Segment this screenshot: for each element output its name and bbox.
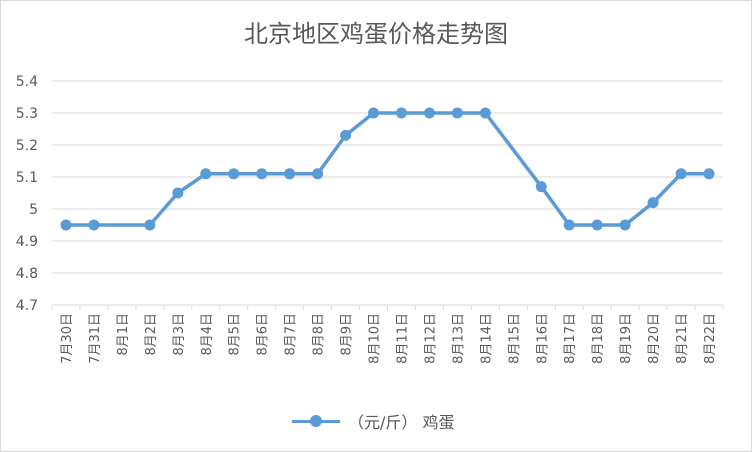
data-point bbox=[535, 181, 547, 193]
x-tick-label: 8月13日 bbox=[451, 313, 466, 364]
x-tick-label: 8月8日 bbox=[312, 313, 327, 356]
legend-dot-marker bbox=[310, 415, 322, 427]
data-point bbox=[228, 168, 240, 180]
data-point bbox=[200, 168, 212, 180]
data-point bbox=[60, 219, 72, 231]
data-point bbox=[647, 197, 659, 209]
x-tick-labels: 7月30日 7月31日 8月1日 8月2日 8月3日 8月4日 8月5日 8月6日 8月7日 8月… bbox=[60, 313, 718, 364]
x-tick-label: 8月12日 bbox=[423, 313, 438, 364]
data-point bbox=[703, 168, 715, 180]
y-tick-label: 4.8 bbox=[16, 266, 38, 282]
legend: （元/斤） 鸡蛋 bbox=[290, 410, 454, 432]
y-tick-label: 5.3 bbox=[16, 106, 38, 122]
x-tick-label: 8月10日 bbox=[368, 313, 383, 364]
x-tick-label: 8月14日 bbox=[479, 313, 494, 364]
y-tick-label: 5.4 bbox=[16, 74, 38, 90]
y-tick-labels: 4.7 4.8 4.9 5 5.1 5.2 5.3 5.4 bbox=[16, 74, 38, 314]
data-point bbox=[619, 219, 631, 231]
data-point bbox=[591, 219, 603, 231]
x-tick-label: 7月31日 bbox=[88, 313, 103, 364]
data-point bbox=[563, 219, 575, 231]
x-tick-label: 7月30日 bbox=[60, 313, 75, 364]
x-tick-label: 8月4日 bbox=[200, 313, 215, 356]
y-tick-label: 5.1 bbox=[16, 170, 38, 186]
data-point bbox=[479, 107, 491, 119]
x-tick-label: 8月5日 bbox=[228, 313, 243, 356]
data-point bbox=[284, 168, 296, 180]
data-point bbox=[423, 107, 435, 119]
series-line bbox=[65, 111, 710, 227]
x-tick-label: 8月22日 bbox=[703, 313, 718, 364]
data-point bbox=[88, 219, 100, 231]
data-point bbox=[451, 107, 463, 119]
x-tick-label: 8月3日 bbox=[172, 313, 187, 356]
x-tick-label: 8月2日 bbox=[144, 313, 159, 356]
axes bbox=[51, 304, 724, 310]
legend-swatch bbox=[290, 410, 342, 432]
data-point bbox=[340, 129, 352, 141]
x-tick-label: 8月20日 bbox=[647, 313, 662, 364]
data-point bbox=[256, 168, 268, 180]
x-tick-label: 8月21日 bbox=[675, 313, 690, 364]
series-layer bbox=[60, 107, 715, 231]
data-point bbox=[368, 107, 380, 119]
data-point bbox=[144, 219, 156, 231]
x-tick-label: 8月19日 bbox=[619, 313, 634, 364]
chart-title: 北京地区鸡蛋价格走势图 bbox=[244, 20, 508, 48]
y-tick-label: 4.9 bbox=[16, 234, 38, 250]
data-point bbox=[312, 168, 324, 180]
x-tick-label: 8月18日 bbox=[591, 313, 606, 364]
x-tick-label: 8月6日 bbox=[256, 313, 271, 356]
y-tick-label: 4.7 bbox=[16, 298, 38, 314]
data-point bbox=[675, 168, 687, 180]
x-tick-label: 8月1日 bbox=[116, 313, 131, 356]
data-point bbox=[395, 107, 407, 119]
x-tick-label: 8月15日 bbox=[507, 313, 522, 364]
data-point bbox=[172, 187, 184, 199]
y-tick-label: 5 bbox=[29, 202, 38, 218]
x-tick-label: 8月16日 bbox=[535, 313, 550, 364]
x-tick-label: 8月11日 bbox=[395, 313, 410, 364]
x-tick-label: 8月9日 bbox=[340, 313, 355, 356]
x-tick-label: 8月7日 bbox=[284, 313, 299, 356]
y-tick-label: 5.2 bbox=[16, 138, 38, 154]
x-tick-label: 8月17日 bbox=[563, 313, 578, 364]
legend-label: （元/斤） 鸡蛋 bbox=[348, 413, 455, 432]
